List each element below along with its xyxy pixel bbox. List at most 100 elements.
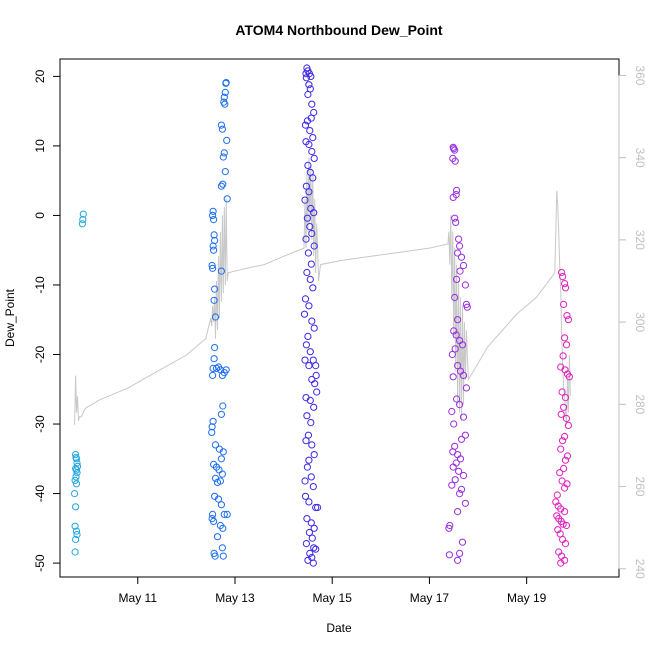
data-point [559, 437, 567, 445]
y2-tick-label: 360 [633, 65, 647, 85]
data-point [301, 295, 310, 303]
data-point [561, 284, 570, 292]
data-point [223, 510, 231, 519]
data-point [561, 280, 569, 288]
data-point [559, 273, 567, 281]
data-point [459, 471, 468, 480]
data-point [209, 417, 217, 425]
data-point [303, 117, 311, 125]
data-point [310, 324, 318, 332]
data-point [312, 503, 320, 512]
data-point [217, 121, 225, 129]
x-axis-label: Date [326, 621, 352, 635]
data-point [218, 544, 226, 552]
data-point [557, 410, 565, 418]
data-point [208, 423, 216, 431]
data-point [308, 317, 316, 325]
x-tick-label: May 15 [313, 591, 353, 605]
data-point [307, 473, 315, 481]
data-point [455, 467, 463, 475]
data-point [457, 253, 466, 261]
data-point [307, 72, 315, 81]
data-point [448, 350, 456, 359]
data-point [72, 464, 80, 473]
line-layer [74, 157, 571, 425]
data-point [222, 366, 230, 374]
data-point [559, 520, 567, 528]
data-point [456, 455, 465, 463]
data-point [71, 522, 79, 530]
data-point [453, 275, 461, 283]
data-point [305, 456, 313, 464]
data-point [454, 362, 462, 370]
data-point [220, 510, 228, 519]
data-point [210, 231, 218, 239]
data-point [564, 316, 573, 324]
data-point [559, 352, 567, 360]
data-point [217, 410, 225, 418]
data-point [302, 235, 310, 243]
data-point [79, 210, 87, 218]
data-point [451, 214, 459, 222]
data-point [304, 556, 312, 564]
data-point [210, 296, 218, 304]
data-point [459, 413, 468, 421]
data-point [312, 545, 320, 553]
y-tick-label: 20 [33, 69, 47, 83]
y-tick-label: -50 [33, 554, 47, 572]
series-group-0 [71, 210, 87, 556]
data-point [219, 524, 227, 532]
data-point [209, 510, 217, 519]
data-point [210, 517, 218, 526]
data-point [452, 331, 460, 339]
data-point [209, 207, 217, 215]
data-point [557, 445, 565, 453]
data-point [217, 501, 225, 509]
data-point [309, 174, 317, 182]
data-point [451, 146, 459, 154]
data-point [220, 149, 228, 157]
data-point [301, 477, 309, 485]
data-point [314, 503, 322, 512]
data-point [302, 540, 310, 548]
data-point [211, 285, 219, 293]
data-point [560, 403, 568, 411]
data-point [305, 81, 313, 89]
data-point [560, 464, 568, 473]
data-point [459, 371, 468, 379]
data-point [563, 312, 571, 320]
data-point [208, 261, 216, 270]
data-point [303, 214, 311, 222]
data-point [453, 186, 461, 194]
data-point [303, 268, 311, 277]
data-point [461, 281, 469, 289]
data-point [72, 473, 80, 481]
data-point [217, 267, 225, 275]
data-point [72, 480, 81, 488]
data-point [311, 380, 319, 388]
data-point [453, 395, 461, 403]
data-point [217, 182, 225, 190]
data-point [209, 242, 217, 250]
data-point [210, 216, 218, 224]
data-point [71, 490, 79, 498]
data-point [462, 384, 470, 392]
data-point [72, 503, 80, 511]
y2-tick-label: 320 [633, 230, 647, 250]
data-point [301, 121, 310, 129]
data-point [218, 125, 226, 133]
series-line [74, 157, 571, 425]
data-point [459, 261, 468, 270]
data-point [561, 394, 570, 402]
y-tick-label: 0 [33, 212, 47, 219]
data-point [307, 260, 315, 268]
data-point [451, 293, 459, 302]
data-point [562, 341, 571, 349]
data-point [73, 531, 81, 539]
data-point [72, 527, 81, 535]
data-point [211, 552, 219, 560]
y2-tick-label: 300 [633, 312, 647, 332]
x-tick-label: May 11 [119, 591, 158, 605]
data-point [461, 499, 469, 507]
data-point [218, 470, 226, 478]
